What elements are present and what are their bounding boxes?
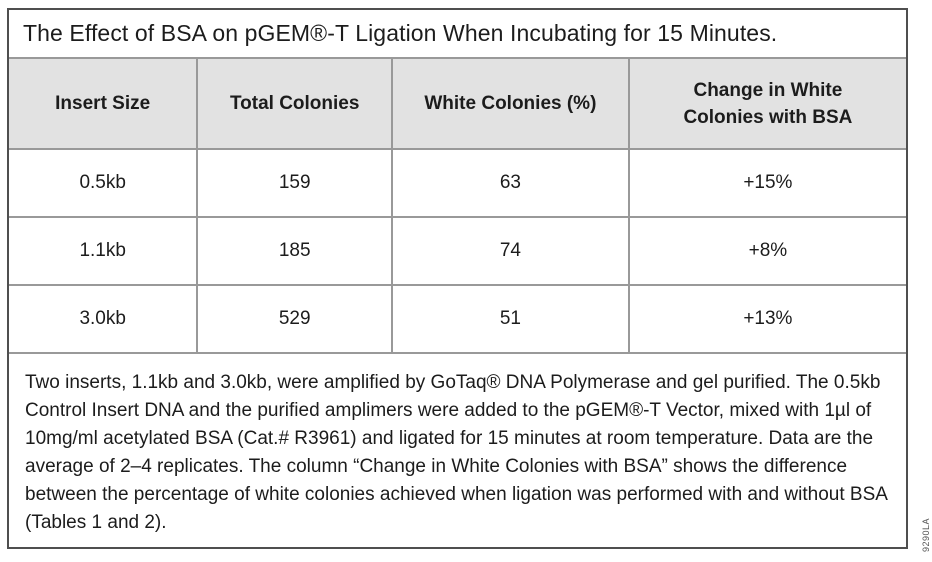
- cell-total-colonies: 185: [196, 216, 393, 286]
- column-header-label: Insert Size: [55, 93, 151, 114]
- header-row: Insert Size Total Colonies White Colonie…: [9, 59, 906, 150]
- table-row: 1.1kb 185 74 +8%: [9, 216, 906, 286]
- data-table: Insert Size Total Colonies White Colonie…: [9, 59, 906, 354]
- column-header-label: White Colonies (%): [424, 93, 597, 114]
- figure-code: 9290LA: [921, 517, 931, 552]
- column-header-total-colonies: Total Colonies: [196, 59, 393, 150]
- table-row: 0.5kb 159 63 +15%: [9, 148, 906, 218]
- column-header-label: Total Colonies: [229, 93, 360, 114]
- cell-total-colonies: 159: [196, 148, 393, 218]
- cell-white-colonies: 74: [391, 216, 630, 286]
- cell-change-in-white: +15%: [627, 148, 906, 218]
- table-row: 3.0kb 529 51 +13%: [9, 284, 906, 354]
- column-header-white-colonies: White Colonies (%): [391, 59, 630, 150]
- table-title: The Effect of BSA on pGEM®-T Ligation Wh…: [9, 10, 906, 59]
- cell-insert-size: 1.1kb: [9, 216, 199, 286]
- cell-white-colonies: 51: [391, 284, 630, 354]
- figure-table: The Effect of BSA on pGEM®-T Ligation Wh…: [7, 8, 908, 549]
- table-footnote: Two inserts, 1.1kb and 3.0kb, were ampli…: [9, 354, 906, 547]
- cell-total-colonies: 529: [196, 284, 393, 354]
- column-header-insert-size: Insert Size: [9, 59, 199, 150]
- cell-insert-size: 3.0kb: [9, 284, 199, 354]
- cell-insert-size: 0.5kb: [9, 148, 199, 218]
- column-header-label: Change in White Colonies with BSA: [683, 79, 853, 128]
- column-header-change-in-white: Change in White Colonies with BSA: [627, 59, 906, 150]
- cell-change-in-white: +13%: [627, 284, 906, 354]
- cell-change-in-white: +8%: [627, 216, 906, 286]
- cell-white-colonies: 63: [391, 148, 630, 218]
